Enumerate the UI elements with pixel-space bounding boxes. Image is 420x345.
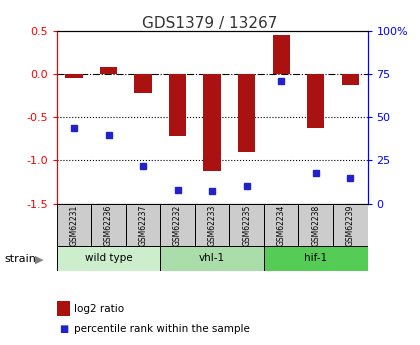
- Bar: [341, 74, 359, 85]
- Text: GSM62238: GSM62238: [311, 205, 320, 246]
- Bar: [299, 204, 333, 247]
- Text: GDS1379 / 13267: GDS1379 / 13267: [142, 16, 278, 30]
- Text: log2 ratio: log2 ratio: [74, 304, 124, 314]
- Text: GSM62231: GSM62231: [69, 205, 79, 246]
- Text: vhl-1: vhl-1: [199, 254, 225, 263]
- Text: GSM62233: GSM62233: [207, 205, 217, 246]
- Text: GSM62232: GSM62232: [173, 205, 182, 246]
- Bar: [57, 246, 160, 271]
- Text: wild type: wild type: [85, 254, 132, 263]
- Text: ■: ■: [59, 325, 68, 334]
- Bar: [160, 204, 195, 247]
- Bar: [160, 246, 264, 271]
- Bar: [134, 74, 152, 93]
- Text: GSM62234: GSM62234: [277, 205, 286, 246]
- Bar: [91, 204, 126, 247]
- Bar: [100, 67, 117, 74]
- Text: GSM62235: GSM62235: [242, 205, 251, 246]
- Bar: [307, 74, 324, 128]
- Text: GSM62237: GSM62237: [139, 205, 147, 246]
- Bar: [229, 204, 264, 247]
- Text: GSM62239: GSM62239: [346, 205, 355, 246]
- Bar: [264, 204, 299, 247]
- Bar: [195, 204, 229, 247]
- Bar: [169, 74, 186, 136]
- Bar: [57, 204, 91, 247]
- Bar: [203, 74, 221, 171]
- Bar: [66, 74, 83, 78]
- Text: GSM62236: GSM62236: [104, 205, 113, 246]
- Bar: [333, 204, 368, 247]
- Text: percentile rank within the sample: percentile rank within the sample: [74, 325, 250, 334]
- Bar: [126, 204, 160, 247]
- Text: strain: strain: [4, 255, 36, 264]
- Bar: [273, 34, 290, 74]
- Text: ▶: ▶: [35, 255, 43, 264]
- Text: hif-1: hif-1: [304, 254, 327, 263]
- Bar: [264, 246, 368, 271]
- Bar: [238, 74, 255, 152]
